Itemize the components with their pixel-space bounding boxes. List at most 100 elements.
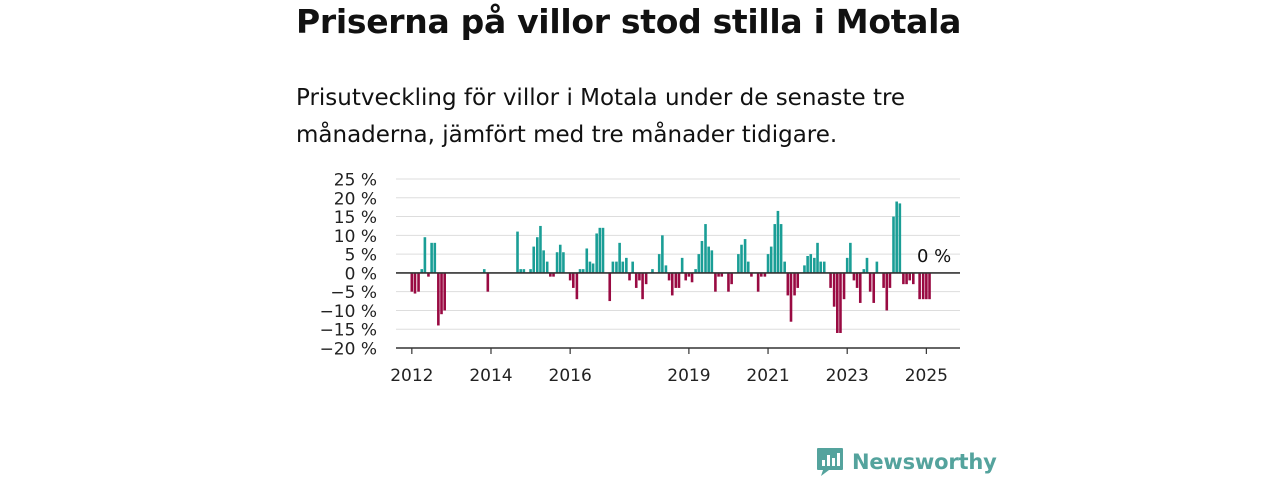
bar [585,248,589,273]
bar [684,272,688,281]
y-tick-label: 0 % [345,264,377,284]
bar [615,261,618,273]
bar [832,272,836,307]
bar [578,269,582,273]
bar [413,272,417,294]
bar [750,272,753,277]
x-tick-label: 2014 [469,366,512,386]
bar [549,272,552,277]
bar [773,224,777,273]
bar [746,261,750,273]
bar [925,272,928,300]
newsworthy-logo-icon [817,448,843,476]
bar [558,244,562,273]
bar [803,265,806,273]
bar [918,272,921,300]
bar [536,237,539,273]
bar [730,272,733,285]
latest-value-annotation: 0 % [917,246,951,267]
y-tick-label: 5 % [345,246,377,266]
bar [667,272,671,281]
bar [872,272,876,303]
bar [875,261,879,273]
bar [839,272,842,333]
bar [687,272,691,277]
bar [885,272,889,311]
y-tick-label: −5 % [330,283,377,303]
bar [852,272,856,281]
bar [664,265,668,273]
bar [417,272,420,292]
bar [532,246,536,273]
chart-title: Priserna på villor stod stilla i Motala [296,2,962,41]
bar [542,250,545,273]
bar [486,272,490,292]
y-tick-label: 15 % [334,208,377,228]
bar [595,233,598,273]
bar [786,272,790,296]
bar [482,269,486,273]
x-tick-label: 2021 [746,366,789,386]
bar [430,242,433,273]
bar [720,272,724,277]
bar [737,254,740,273]
y-tick-label: 10 % [334,227,377,247]
bar [862,269,866,273]
bar [598,227,602,273]
bar [829,272,832,288]
y-tick-label: −20 % [320,340,377,360]
bar [621,261,625,273]
bar [423,237,427,273]
bar [766,254,770,273]
bar [588,261,592,273]
bar [545,261,549,273]
bar [912,272,915,285]
bar [888,272,892,288]
bar [908,272,912,281]
bar [625,257,628,273]
bar [427,272,430,277]
bar [601,227,605,273]
bar [420,269,424,273]
grid-lines [396,178,960,349]
bar [707,246,710,273]
bar [760,272,763,277]
y-tick-label: −10 % [320,302,377,322]
bar [657,254,661,273]
bar [743,239,747,273]
bar [519,269,522,273]
bar [697,254,701,273]
bar [905,272,908,285]
bar [763,272,767,277]
bar [568,272,572,281]
bar [740,244,743,273]
brand-name: Newsworthy [852,450,997,474]
newsworthy-logo: Newsworthy [816,446,997,478]
bar [796,272,800,288]
bar [710,250,714,273]
bar [845,257,849,273]
bar [898,203,902,273]
bar [813,257,816,273]
bar [793,272,796,296]
bar [433,242,437,273]
x-tick-label: 2012 [390,366,433,386]
bar [849,242,852,273]
bar [674,272,678,288]
bar [727,272,730,292]
bar [516,231,519,273]
bar [816,242,819,273]
bar [680,257,684,273]
bar [522,269,526,273]
bar [858,272,862,303]
bar [631,261,634,273]
x-axis-ticks: 2012 2014 2016 2019 2021 2023 2025 [390,348,948,386]
bar [928,272,931,300]
bar [855,272,859,288]
bar [806,255,809,273]
bar [591,263,595,273]
bar [921,272,925,300]
bar [865,257,869,273]
bar [575,272,579,300]
